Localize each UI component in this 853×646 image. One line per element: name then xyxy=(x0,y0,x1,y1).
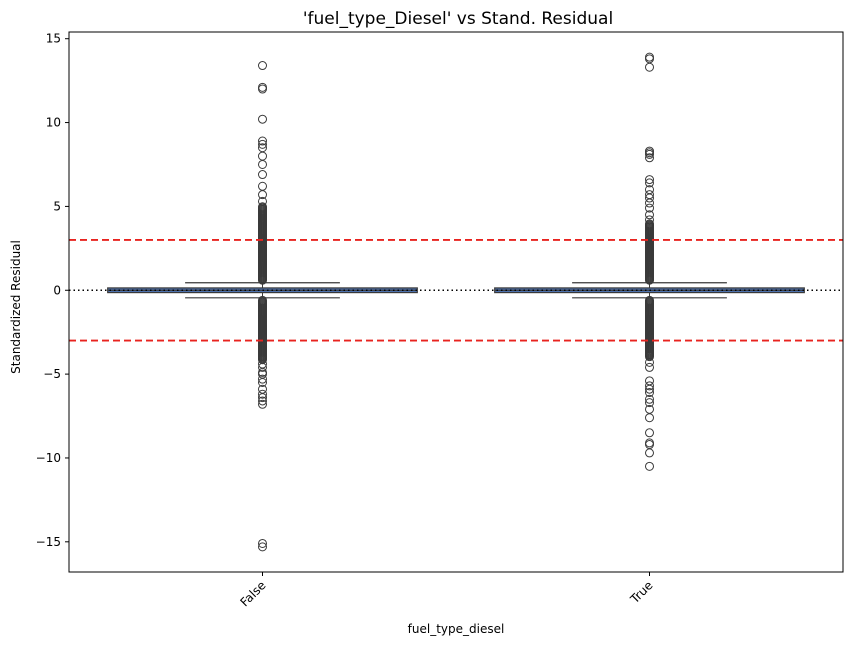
outlier-point xyxy=(645,175,654,185)
chart-title: 'fuel_type_Diesel' vs Stand. Residual xyxy=(303,9,613,29)
outlier-point xyxy=(645,178,654,188)
box-group-true xyxy=(494,52,805,471)
outlier-point xyxy=(258,136,267,146)
outlier-point xyxy=(645,215,654,225)
outlier-point xyxy=(258,374,267,384)
outlier-point xyxy=(258,159,267,169)
y-tick-label: −10 xyxy=(36,451,61,465)
outlier-point xyxy=(258,362,267,372)
outlier-point xyxy=(645,413,654,423)
outlier-point xyxy=(258,396,267,406)
y-tick-label: −15 xyxy=(36,535,61,549)
outlier-point xyxy=(258,389,267,399)
outlier-point xyxy=(645,448,654,458)
outlier-point xyxy=(645,428,654,438)
outlier-point xyxy=(258,202,267,212)
outlier-point xyxy=(645,388,654,398)
outlier-point xyxy=(258,61,267,71)
outlier-point xyxy=(645,219,654,229)
outlier-point xyxy=(645,149,654,159)
outlier-point xyxy=(645,357,654,367)
outlier-point xyxy=(645,210,654,220)
y-tick-label: 5 xyxy=(53,199,61,213)
outlier-point xyxy=(258,393,267,403)
plot-area xyxy=(69,52,843,552)
outlier-point xyxy=(645,193,654,203)
outlier-point xyxy=(258,542,267,552)
outlier-point xyxy=(645,362,654,372)
outlier-point xyxy=(645,203,654,213)
y-tick-label: 10 xyxy=(46,116,61,130)
x-axis-label: fuel_type_diesel xyxy=(408,622,505,636)
x-tick-label: True xyxy=(627,578,656,607)
outlier-point xyxy=(645,461,654,471)
outlier-point xyxy=(258,538,267,548)
outlier-point xyxy=(645,352,654,362)
outlier-point xyxy=(645,381,654,391)
y-axis-label: Standardized Residual xyxy=(9,240,23,374)
y-tick-label: 15 xyxy=(46,32,61,46)
outlier-point xyxy=(258,114,267,124)
outlier-point xyxy=(258,181,267,191)
outlier-point xyxy=(258,139,267,149)
outlier-point xyxy=(258,151,267,161)
outlier-point xyxy=(258,377,267,387)
outlier-point xyxy=(645,384,654,394)
outlier-point xyxy=(645,198,654,208)
outlier-point xyxy=(258,84,267,94)
outlier-point xyxy=(645,62,654,72)
y-tick-label: 0 xyxy=(53,283,61,297)
axes: −15 −10 −5 0 5 10 15 False True xyxy=(36,31,844,609)
y-tick-label: −5 xyxy=(43,367,61,381)
outlier-point xyxy=(645,398,654,408)
outlier-point xyxy=(258,196,267,206)
x-tick-label: False xyxy=(237,578,268,609)
outlier-point xyxy=(645,394,654,404)
outlier-point xyxy=(258,170,267,180)
box-group-false xyxy=(107,61,418,552)
outlier-point xyxy=(258,190,267,200)
outlier-point xyxy=(258,399,267,409)
outlier-point xyxy=(645,153,654,163)
plot-frame xyxy=(68,31,844,573)
